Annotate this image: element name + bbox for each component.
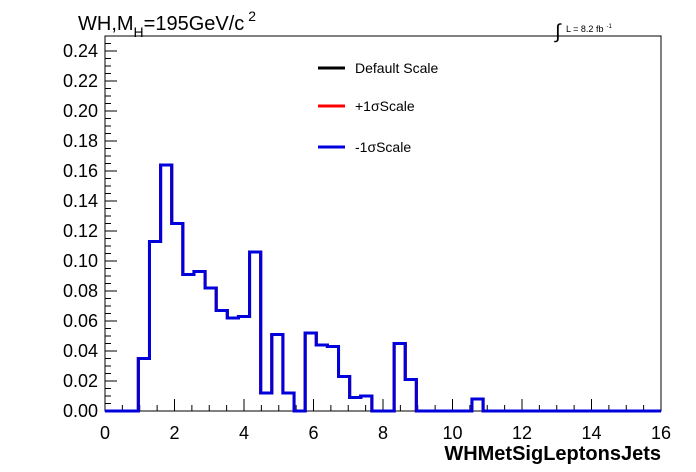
x-tick-label: 2 (169, 423, 179, 443)
x-tick-label: 14 (581, 423, 601, 443)
y-tick-label: 0.10 (63, 251, 98, 271)
y-tick-label: 0.24 (63, 41, 98, 61)
chart-title: WH,MH=195GeV/c 2 (78, 8, 256, 40)
legend-label: +1σScale (355, 98, 415, 114)
plot-frame (104, 35, 662, 412)
title-mid: =195GeV/c (144, 13, 245, 35)
lumi-integral: ∫ (554, 21, 562, 43)
x-tick-label: 4 (239, 423, 249, 443)
x-tick-label: 8 (378, 423, 388, 443)
y-tick-label: 0.08 (63, 281, 98, 301)
x-axis: 0 2 4 6 8 10 12 14 16 (100, 399, 671, 443)
title-superscript: 2 (248, 8, 256, 24)
x-tick-label: 12 (512, 423, 532, 443)
series-group (105, 163, 661, 413)
y-tick-label: 0.20 (63, 101, 98, 121)
y-tick-label: 0.04 (63, 341, 98, 361)
y-tick-label: 0.16 (63, 161, 98, 181)
x-tick-label: 10 (442, 423, 462, 443)
title-main: WH,M (78, 13, 134, 35)
x-tick-label: 6 (308, 423, 318, 443)
legend-label: -1σScale (355, 139, 411, 155)
y-tick-label: 0.14 (63, 191, 98, 211)
y-tick-label: 0.18 (63, 131, 98, 151)
x-axis-label: WHMetSigLeptonsJets (444, 443, 661, 465)
series-line-1 (105, 163, 661, 413)
y-tick-label: 0.02 (63, 371, 98, 391)
y-axis: 0.00 0.02 0.04 0.06 0.08 0.10 0.12 0.14 0.16 0.18… (63, 35, 117, 421)
legend-label: Default Scale (355, 60, 438, 76)
y-tick-label: 0.12 (63, 221, 98, 241)
lumi-superscript: -1 (606, 24, 612, 30)
x-tick-label: 0 (100, 423, 110, 443)
legend: Default Scale +1σScale -1σScale (318, 60, 438, 155)
lumi-label: L = 8.2 fb -1 (566, 24, 612, 34)
y-tick-label: 0.06 (63, 311, 98, 331)
series-line-2 (105, 163, 661, 413)
lumi-text: L = 8.2 fb (566, 24, 603, 34)
x-tick-label: 16 (651, 423, 671, 443)
title-subscript: H (134, 24, 144, 40)
series-line-3 (105, 163, 661, 413)
y-tick-label: 0.00 (63, 401, 98, 421)
y-tick-label: 0.22 (63, 71, 98, 91)
